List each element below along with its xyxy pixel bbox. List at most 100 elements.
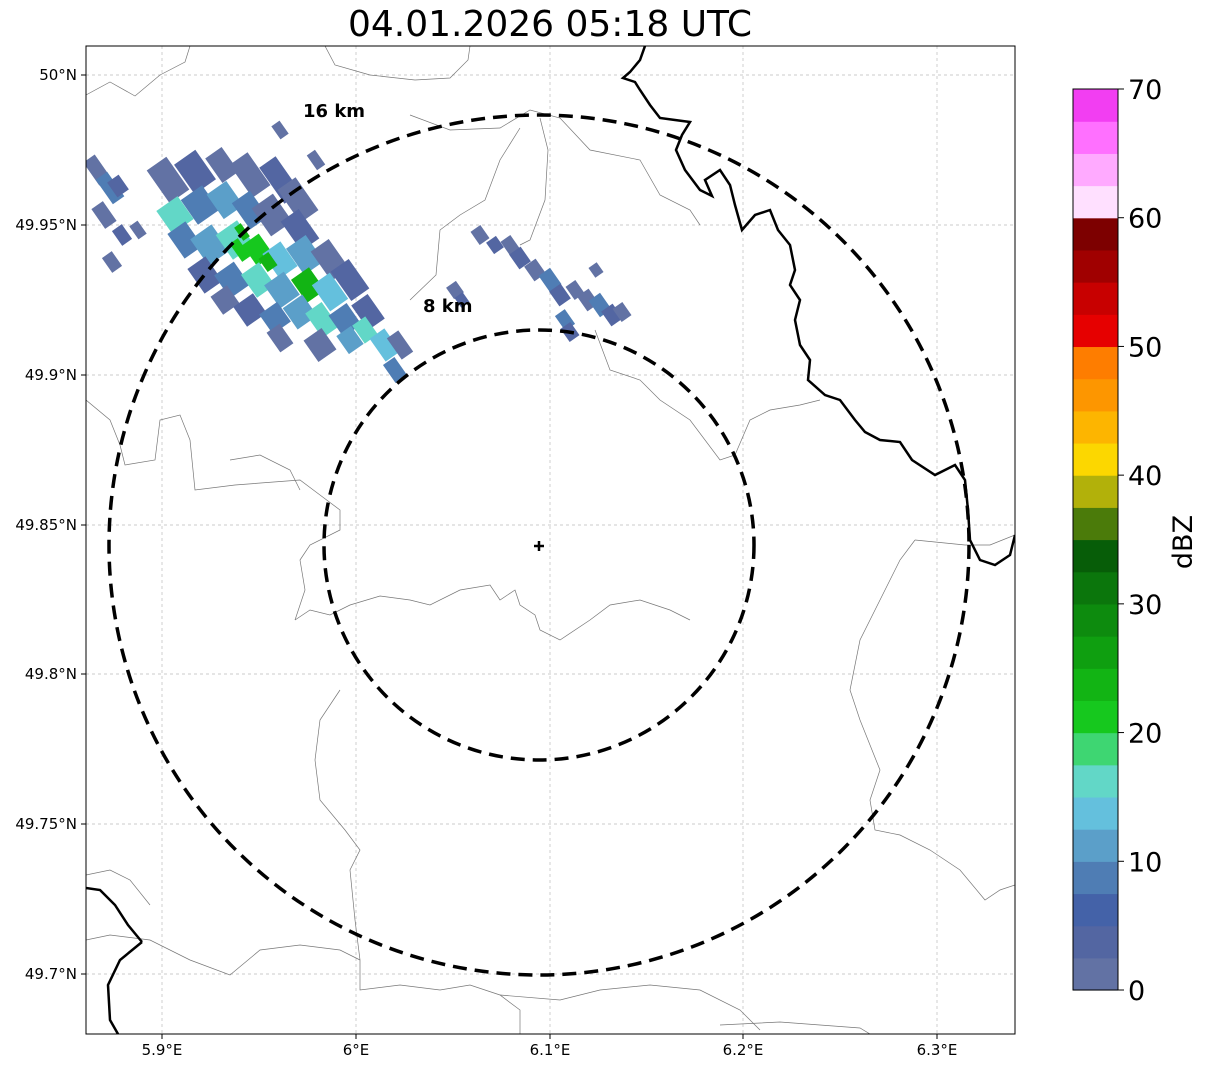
- colorbar-segment: [1073, 282, 1118, 315]
- radar-echoes: [86, 120, 632, 384]
- range-ring-16km: [107, 113, 971, 977]
- reflectivity-cell: [328, 303, 362, 337]
- map-title: 04.01.2026 05:18 UTC: [347, 4, 753, 45]
- reflectivity-cell: [277, 177, 319, 223]
- reflectivity-cell: [280, 208, 320, 252]
- lat-tick-label: 50°N: [39, 66, 77, 84]
- colorbar-segment: [1073, 442, 1118, 476]
- reflectivity-cell: [210, 285, 240, 315]
- colorbar-segment: [1073, 153, 1118, 187]
- reflectivity-cell: [382, 356, 408, 384]
- lat-tick-label: 49.75°N: [15, 815, 77, 833]
- reflectivity-cell: [500, 235, 520, 255]
- colorbar-segment: [1073, 571, 1118, 605]
- reflectivity-cell: [206, 180, 244, 220]
- colorbar-segment: [1073, 314, 1118, 348]
- radar-site-marker: [534, 541, 544, 551]
- lat-tick-label: 49.95°N: [15, 216, 77, 234]
- reflectivity-cell: [180, 185, 220, 225]
- colorbar-segment: [1073, 957, 1118, 991]
- reflectivity-cell: [251, 193, 293, 237]
- colorbar-segment: [1073, 636, 1118, 669]
- colorbar-segment: [1073, 893, 1118, 927]
- colorbar-label: dBZ: [1168, 515, 1199, 569]
- reflectivity-cell: [264, 271, 300, 309]
- lon-tick-label: 6.2°E: [723, 1041, 764, 1059]
- colorbar-tick-label: 60: [1128, 204, 1162, 235]
- reflectivity-cell: [454, 292, 470, 308]
- gridlines: [86, 46, 1015, 1034]
- ring-label-8km: 8 km: [423, 296, 473, 317]
- reflectivity-cell: [336, 325, 364, 355]
- reflectivity-cell: [258, 252, 278, 272]
- reflectivity-cell: [549, 283, 571, 307]
- colorbar-tick-label: 20: [1128, 719, 1162, 750]
- range-ring-8km: [322, 328, 756, 762]
- reflectivity-cell: [538, 267, 562, 293]
- colorbar-segment: [1073, 507, 1118, 541]
- colorbar-segment: [1073, 732, 1118, 766]
- colorbar-segment: [1073, 249, 1118, 283]
- colorbar-segment: [1073, 539, 1118, 573]
- reflectivity-cell: [111, 224, 133, 246]
- reflectivity-cell: [588, 262, 604, 278]
- colorbar-segment: [1073, 796, 1118, 830]
- reflectivity-cell: [352, 316, 378, 344]
- reflectivity-cell: [240, 262, 276, 298]
- colorbar-segment: [1073, 378, 1118, 412]
- lon-tick-label: 6.3°E: [917, 1041, 958, 1059]
- colorbar: [1073, 89, 1118, 991]
- reflectivity-cell: [311, 272, 349, 312]
- lat-tick-label: 49.9°N: [25, 366, 77, 384]
- reflectivity-cell: [282, 294, 318, 330]
- reflectivity-cell: [486, 235, 504, 255]
- colorbar-segment: [1073, 925, 1118, 959]
- reflectivity-cell: [266, 323, 294, 353]
- reflectivity-cell: [146, 156, 190, 204]
- reflectivity-cell: [303, 328, 337, 362]
- reflectivity-cell: [306, 149, 326, 171]
- reflectivity-cell: [285, 235, 325, 275]
- reflectivity-cell: [214, 261, 250, 299]
- reflectivity-cell: [233, 293, 267, 327]
- reflectivity-cell: [190, 224, 230, 266]
- lon-tick-label: 6.1°E: [530, 1041, 571, 1059]
- colorbar-segment: [1073, 475, 1118, 508]
- reflectivity-cell: [369, 328, 401, 362]
- colorbar-segment: [1073, 603, 1118, 637]
- colorbar-tick-label: 10: [1128, 847, 1162, 878]
- reflectivity-cell: [601, 303, 623, 327]
- lon-tick-label: 5.9°E: [142, 1041, 183, 1059]
- reflectivity-cell: [509, 246, 531, 270]
- reflectivity-cell: [290, 267, 326, 303]
- reflectivity-cell: [187, 256, 223, 294]
- lat-tick-label: 49.8°N: [25, 665, 77, 683]
- colorbar-tick-label: 40: [1128, 461, 1162, 492]
- reflectivity-cell: [167, 221, 203, 259]
- reflectivity-cell: [101, 251, 123, 273]
- range-rings: [107, 113, 971, 977]
- colorbar-frame: [1072, 88, 1119, 991]
- colorbar-segment: [1073, 829, 1118, 862]
- reflectivity-cell: [330, 258, 370, 302]
- reflectivity-cell: [305, 301, 339, 339]
- colorbar-segment: [1073, 217, 1118, 251]
- colorbar-segment: [1073, 121, 1118, 154]
- reflectivity-cell: [229, 152, 271, 198]
- colorbar-segment: [1073, 89, 1118, 122]
- colorbar-tick-label: 70: [1128, 75, 1162, 106]
- admin-boundaries: [86, 46, 1015, 1034]
- reflectivity-cell: [612, 302, 632, 322]
- lat-tick-label: 49.7°N: [25, 965, 77, 983]
- colorbar-ticks: 0 10 20 30 40 50 60 70: [1118, 75, 1162, 1007]
- reflectivity-cell: [470, 225, 490, 245]
- colorbar-segment: [1073, 410, 1118, 444]
- colorbar-tick-label: 30: [1128, 590, 1162, 621]
- colorbar-segment: [1073, 346, 1118, 380]
- colorbar-tick-label: 0: [1128, 976, 1145, 1007]
- colorbar-segment: [1073, 700, 1118, 734]
- reflectivity-cell: [91, 201, 117, 229]
- lon-tick-label: 6°E: [343, 1041, 370, 1059]
- reflectivity-cell: [129, 220, 147, 240]
